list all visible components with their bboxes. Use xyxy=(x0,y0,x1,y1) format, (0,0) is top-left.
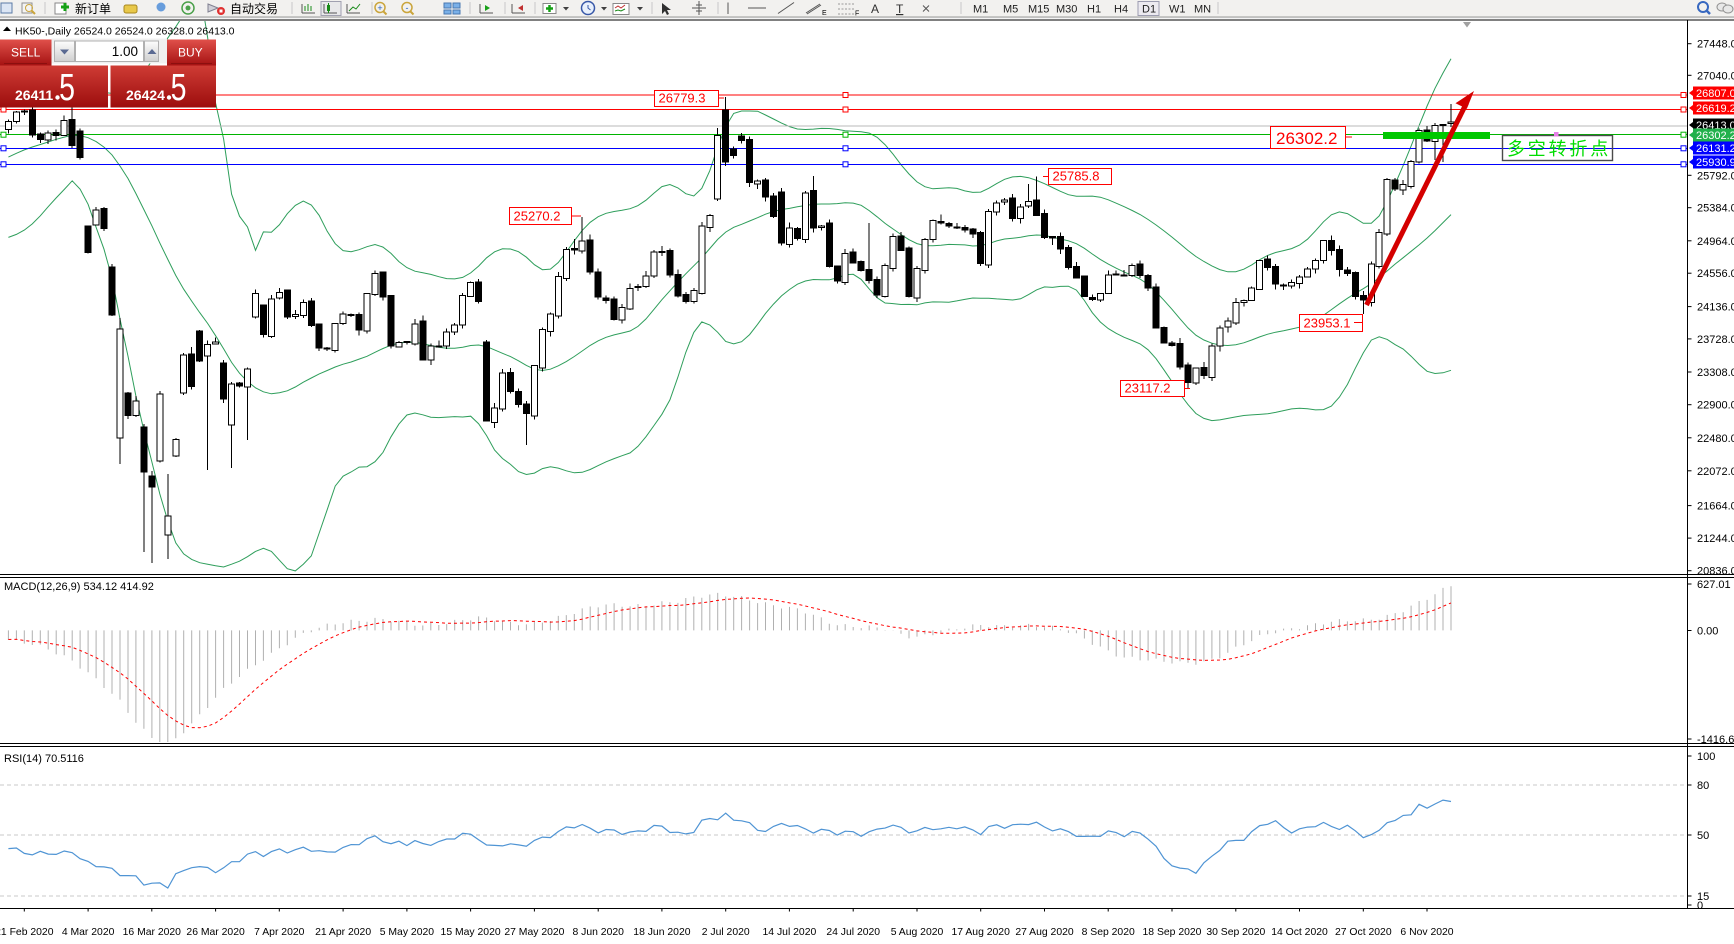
svg-text:21 Feb 2020: 21 Feb 2020 xyxy=(0,927,54,938)
svg-text:0.00: 0.00 xyxy=(1697,626,1718,638)
svg-text:25792.0: 25792.0 xyxy=(1697,170,1734,182)
svg-text:HK50-,Daily 26524.0 26524.0 2: HK50-,Daily 26524.0 26524.0 26328.0 2641… xyxy=(15,26,235,38)
svg-text:D1: D1 xyxy=(1142,4,1156,16)
svg-text:26779.3: 26779.3 xyxy=(659,91,706,106)
svg-text:21664.0: 21664.0 xyxy=(1697,501,1734,513)
svg-text:M30: M30 xyxy=(1056,4,1077,16)
svg-text:H1: H1 xyxy=(1087,4,1101,16)
svg-text:BUY: BUY xyxy=(178,46,203,60)
svg-text:8 Sep 2020: 8 Sep 2020 xyxy=(1082,927,1135,938)
svg-text:新订单: 新订单 xyxy=(75,1,111,16)
svg-text:25785.8: 25785.8 xyxy=(1053,169,1100,184)
svg-text:多空转折点: 多空转折点 xyxy=(1507,139,1611,159)
svg-text:5: 5 xyxy=(171,67,187,109)
svg-text:2 Jul 2020: 2 Jul 2020 xyxy=(702,927,750,938)
svg-text:7 Apr 2020: 7 Apr 2020 xyxy=(254,927,304,938)
svg-text:F: F xyxy=(855,11,859,18)
svg-text:22480.0: 22480.0 xyxy=(1697,433,1734,445)
svg-text:26619.2: 26619.2 xyxy=(1696,103,1734,115)
svg-text:18 Jun 2020: 18 Jun 2020 xyxy=(633,927,690,938)
svg-text:M15: M15 xyxy=(1028,4,1049,16)
svg-text:80: 80 xyxy=(1697,780,1709,792)
svg-text:21 Apr 2020: 21 Apr 2020 xyxy=(315,927,371,938)
svg-text:15: 15 xyxy=(1697,891,1709,903)
svg-text:26302.2: 26302.2 xyxy=(1276,129,1337,148)
svg-text:23728.0: 23728.0 xyxy=(1697,334,1734,346)
svg-text:M5: M5 xyxy=(1003,4,1018,16)
svg-text:22072.0: 22072.0 xyxy=(1697,466,1734,478)
svg-text:26 Mar 2020: 26 Mar 2020 xyxy=(186,927,245,938)
svg-text:+: + xyxy=(377,3,382,13)
svg-text:24964.0: 24964.0 xyxy=(1697,236,1734,248)
svg-text:24136.0: 24136.0 xyxy=(1697,302,1734,314)
svg-text:4 Mar 2020: 4 Mar 2020 xyxy=(62,927,115,938)
svg-text:26424: 26424 xyxy=(126,87,165,103)
svg-text:0: 0 xyxy=(1697,900,1703,912)
svg-text:8 Jun 2020: 8 Jun 2020 xyxy=(572,927,624,938)
svg-text:MN: MN xyxy=(1194,4,1211,16)
svg-text:17 Aug 2020: 17 Aug 2020 xyxy=(952,927,1011,938)
svg-text:M1: M1 xyxy=(973,4,988,16)
svg-text:1.00: 1.00 xyxy=(112,44,138,59)
svg-text:23953.1: 23953.1 xyxy=(1304,316,1351,331)
svg-text:23308.0: 23308.0 xyxy=(1697,367,1734,379)
svg-text:26411: 26411 xyxy=(15,87,53,103)
svg-text:14 Jul 2020: 14 Jul 2020 xyxy=(763,927,817,938)
svg-text:6 Nov 2020: 6 Nov 2020 xyxy=(1400,927,1453,938)
svg-text:15 May 2020: 15 May 2020 xyxy=(441,927,501,938)
svg-text:27 Aug 2020: 27 Aug 2020 xyxy=(1015,927,1074,938)
svg-text:23117.2: 23117.2 xyxy=(1125,381,1171,396)
svg-text:5 May 2020: 5 May 2020 xyxy=(380,927,435,938)
svg-text:T: T xyxy=(896,2,904,16)
svg-text:SELL: SELL xyxy=(11,46,41,60)
svg-text:26302.2: 26302.2 xyxy=(1696,130,1734,142)
svg-text:18 Sep 2020: 18 Sep 2020 xyxy=(1143,927,1202,938)
svg-text:25384.0: 25384.0 xyxy=(1697,203,1734,215)
svg-text:MACD(12,26,9) 534.12 414.92: MACD(12,26,9) 534.12 414.92 xyxy=(4,581,154,593)
svg-text:W1: W1 xyxy=(1169,4,1186,16)
svg-text:20836.0: 20836.0 xyxy=(1697,566,1734,578)
svg-text:自动交易: 自动交易 xyxy=(230,1,278,16)
svg-text:-1416.66: -1416.66 xyxy=(1697,734,1734,746)
svg-text:100: 100 xyxy=(1697,751,1715,763)
svg-text:21244.0: 21244.0 xyxy=(1697,533,1734,545)
svg-text:E: E xyxy=(822,10,827,17)
svg-text:24556.0: 24556.0 xyxy=(1697,268,1734,280)
svg-text:25270.2: 25270.2 xyxy=(514,209,561,224)
svg-text:25930.9: 25930.9 xyxy=(1696,157,1734,169)
svg-text:26807.0: 26807.0 xyxy=(1696,88,1734,100)
svg-text:RSI(14) 70.5116: RSI(14) 70.5116 xyxy=(4,753,84,765)
svg-text:30 Sep 2020: 30 Sep 2020 xyxy=(1206,927,1265,938)
svg-text:5: 5 xyxy=(59,67,75,109)
svg-text:24 Jul 2020: 24 Jul 2020 xyxy=(826,927,880,938)
svg-text:-: - xyxy=(406,3,409,13)
svg-text:22900.0: 22900.0 xyxy=(1697,400,1734,412)
svg-text:627.01: 627.01 xyxy=(1697,579,1731,591)
svg-text:27040.0: 27040.0 xyxy=(1697,70,1734,82)
svg-text:A: A xyxy=(871,2,879,16)
svg-text:27 Oct 2020: 27 Oct 2020 xyxy=(1335,927,1392,938)
svg-text:27 May 2020: 27 May 2020 xyxy=(504,927,564,938)
svg-text:16 Mar 2020: 16 Mar 2020 xyxy=(123,927,182,938)
svg-text:26131.2: 26131.2 xyxy=(1696,143,1734,155)
svg-text:5 Aug 2020: 5 Aug 2020 xyxy=(891,927,944,938)
svg-text:H4: H4 xyxy=(1114,4,1128,16)
svg-text:14 Oct 2020: 14 Oct 2020 xyxy=(1271,927,1328,938)
svg-text:50: 50 xyxy=(1697,830,1709,842)
svg-text:27448.0: 27448.0 xyxy=(1697,39,1734,51)
